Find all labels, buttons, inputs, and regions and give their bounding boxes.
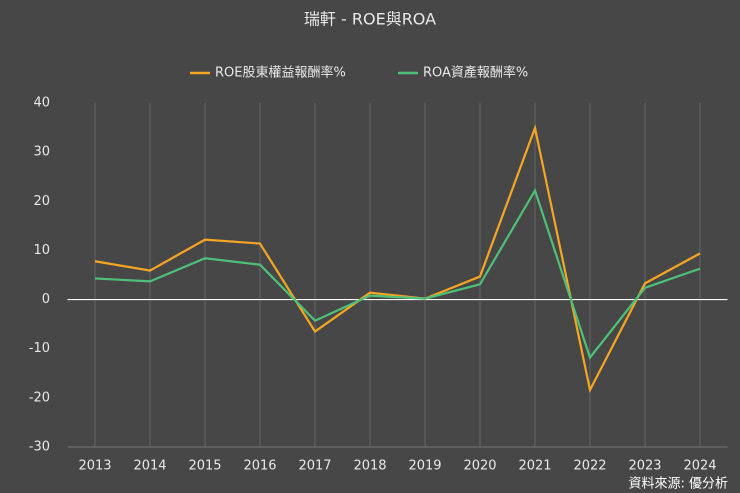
x-tick-label: 2022 bbox=[573, 459, 606, 474]
x-tick-label: 2019 bbox=[408, 459, 441, 474]
legend-label: ROA資產報酬率% bbox=[423, 65, 528, 81]
source: 資料來源: 優分析 bbox=[628, 477, 728, 492]
legend-label: ROE股東權益報酬率% bbox=[215, 65, 346, 81]
x-tick-label: 2024 bbox=[683, 459, 716, 474]
y-tick-label: -20 bbox=[29, 390, 50, 405]
x-tick-label: 2017 bbox=[298, 459, 331, 474]
series-line bbox=[94, 124, 701, 394]
y-tick-label: 10 bbox=[33, 243, 50, 258]
y-tick-label: -30 bbox=[29, 440, 50, 455]
x-tick-label: 2023 bbox=[628, 459, 661, 474]
y-tick-label: 20 bbox=[33, 194, 50, 209]
x-tick-label: 2020 bbox=[463, 459, 496, 474]
y-tick-label: 30 bbox=[33, 145, 50, 160]
series-line bbox=[94, 187, 701, 360]
x-tick-label: 2014 bbox=[133, 459, 166, 474]
x-tick-label: 2021 bbox=[518, 459, 551, 474]
y-tick-label: 40 bbox=[33, 96, 50, 111]
y-tick-label: 0 bbox=[42, 292, 50, 307]
chart-title: 瑞軒 - ROE與ROA bbox=[304, 10, 436, 29]
x-tick-label: 2016 bbox=[243, 459, 276, 474]
x-tick-label: 2015 bbox=[188, 459, 221, 474]
y-tick-label: -10 bbox=[29, 341, 50, 356]
x-tick-label: 2013 bbox=[78, 459, 111, 474]
x-tick-label: 2018 bbox=[353, 459, 386, 474]
